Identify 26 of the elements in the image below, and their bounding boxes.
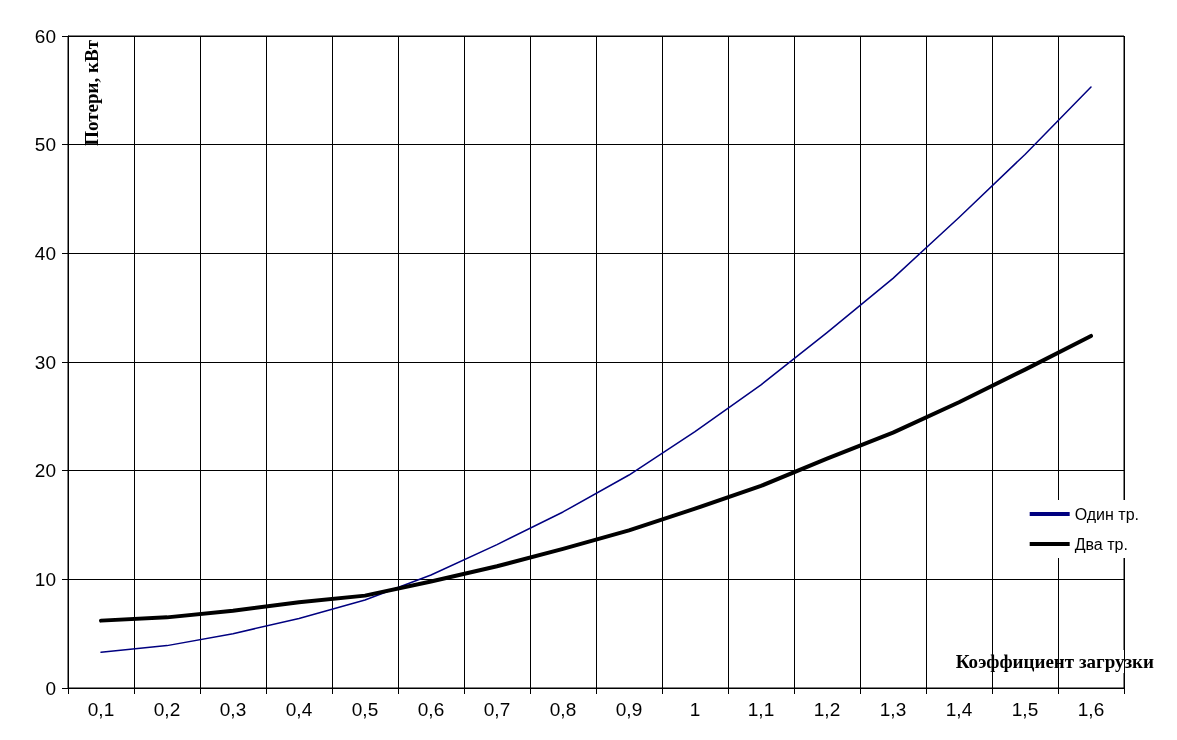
x-tick-label: 0,7 xyxy=(483,699,511,720)
legend-label: Два тр. xyxy=(1074,535,1128,553)
y-tick-label: 0 xyxy=(45,677,56,699)
x-tick-label: 1,5 xyxy=(1011,699,1039,720)
x-tick-label: 1,4 xyxy=(945,699,973,720)
y-tick-label: 60 xyxy=(34,25,56,47)
x-tick-label: 1,6 xyxy=(1077,699,1105,720)
x-tick-label: 1,1 xyxy=(747,699,775,720)
y-tick-label: 20 xyxy=(34,460,56,482)
x-tick-label: 0,9 xyxy=(615,699,643,720)
x-tick-label: 0,4 xyxy=(285,699,313,720)
y-tick-label: 30 xyxy=(34,351,56,373)
y-tick-label: 50 xyxy=(34,134,56,156)
x-tick-label: 1 xyxy=(689,699,701,720)
x-tick-label: 0,8 xyxy=(549,699,577,720)
y-tick-label: 40 xyxy=(34,242,56,264)
y-axis-title: Потери, кВт xyxy=(81,39,102,146)
legend-label: Один тр. xyxy=(1074,505,1140,523)
y-tick-label: 10 xyxy=(34,568,56,590)
x-tick-label: 0,6 xyxy=(417,699,445,720)
x-tick-label: 0,2 xyxy=(153,699,181,720)
x-tick-label: 0,1 xyxy=(87,699,115,720)
x-tick-label: 0,3 xyxy=(219,699,247,720)
x-tick-label: 1,3 xyxy=(879,699,907,720)
x-tick-label: 1,2 xyxy=(813,699,841,720)
x-tick-label: 0,5 xyxy=(351,699,379,720)
